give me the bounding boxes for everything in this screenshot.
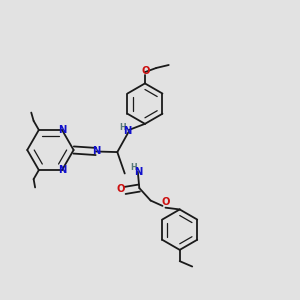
Text: O: O	[117, 184, 125, 194]
Text: O: O	[141, 66, 150, 76]
Text: N: N	[134, 167, 142, 177]
Text: N: N	[92, 146, 100, 157]
Text: H: H	[119, 123, 126, 132]
Text: H: H	[130, 163, 137, 172]
Text: N: N	[58, 125, 66, 135]
Text: N: N	[123, 126, 132, 136]
Text: O: O	[161, 197, 170, 207]
Text: N: N	[58, 165, 66, 175]
